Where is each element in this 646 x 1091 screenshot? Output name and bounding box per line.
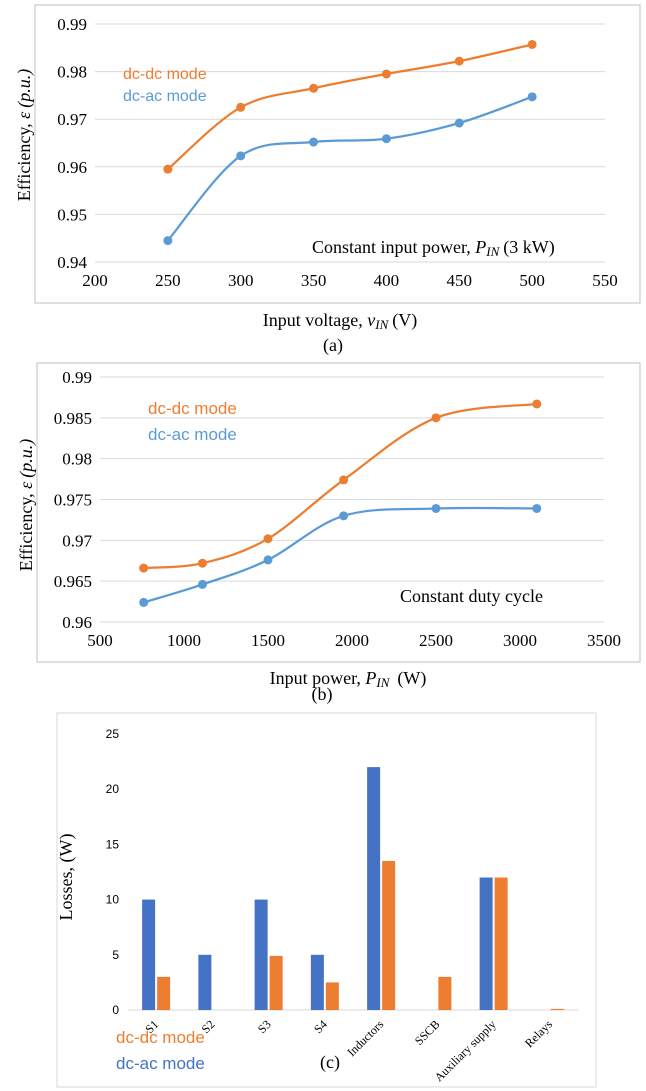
chart-b: 0.96 0.965 0.97 0.975 0.98 0.985 0.99 500 1000 1… (16, 362, 641, 705)
y-tick-label: 0.99 (62, 368, 92, 387)
y-tick-label: 0.98 (62, 450, 92, 469)
chart-a-annotation: Constant input power, PIN (3 kW) (312, 237, 555, 259)
x-tick-label: 2000 (335, 631, 369, 650)
data-point-dc-dc-mode (431, 413, 441, 423)
chart-b-x-axis-label: Input power, PIN (W) (270, 668, 427, 690)
chart-c-legend-dcac: dc-ac mode (116, 1054, 205, 1073)
chart-a-y-axis-label: Efficiency, ε(p.u.) (14, 69, 35, 202)
data-point-dc-dc-mode (532, 399, 542, 409)
chart-b-frame (36, 362, 641, 663)
data-point-dc-ac-mode (527, 92, 537, 102)
y-tick-label: 10 (106, 893, 120, 907)
chart-a-caption: (a) (323, 335, 343, 356)
bar-dc-dc-mode (382, 860, 396, 1010)
data-point-dc-dc-mode (454, 56, 464, 66)
chart-b-annotation: Constant duty cycle (400, 586, 543, 606)
bar-dc-ac-mode (254, 899, 268, 1010)
data-point-dc-ac-mode (139, 597, 149, 607)
chart-b-legend-dcdc: dc-dc mode (148, 399, 237, 418)
x-tick-label: 450 (447, 271, 473, 290)
y-tick-label: 0.99 (57, 15, 87, 34)
chart-a-x-axis-label: Input voltage, vIN (V) (263, 310, 417, 332)
bar-dc-dc-mode (325, 982, 339, 1010)
x-tick-label: 1000 (167, 631, 201, 650)
data-point-dc-ac-mode (431, 503, 441, 513)
bar-dc-dc-mode (157, 976, 171, 1010)
data-point-dc-ac-mode (454, 118, 464, 128)
x-tick-label: 350 (301, 271, 327, 290)
data-point-dc-dc-mode (263, 534, 273, 544)
y-tick-label: 15 (106, 837, 120, 851)
chart-a-frame (34, 4, 641, 304)
chart-a: 0.94 0.95 0.96 0.97 0.98 0.99 200 250 300 350 400… (14, 4, 641, 356)
x-tick-label: 550 (592, 271, 618, 290)
y-tick-label: 25 (106, 727, 120, 741)
data-point-dc-dc-mode (236, 102, 246, 112)
bar-dc-dc-mode (494, 877, 508, 1010)
chart-c-legend-dcdc: dc-dc mode (116, 1028, 205, 1047)
data-point-dc-dc-mode (339, 475, 349, 485)
y-tick-label: 20 (106, 782, 120, 796)
data-point-dc-ac-mode (263, 555, 273, 565)
bar-dc-ac-mode (479, 877, 493, 1010)
x-tick-label: 500 (519, 271, 545, 290)
bar-dc-dc-mode (269, 955, 283, 1010)
bar-dc-ac-mode (310, 954, 324, 1010)
bar-dc-ac-mode (367, 767, 381, 1010)
y-tick-label: 0.95 (57, 205, 87, 224)
y-tick-label: 0.965 (54, 572, 92, 591)
x-tick-label: 500 (87, 631, 113, 650)
y-tick-label: 0 (112, 1003, 119, 1017)
chart-b-legend-dcac: dc-ac mode (148, 425, 237, 444)
y-tick-label: 0.96 (57, 158, 87, 177)
data-point-dc-ac-mode (309, 137, 319, 147)
y-tick-label: 0.98 (57, 63, 87, 82)
y-tick-label: 5 (112, 948, 119, 962)
y-tick-label: 0.985 (54, 409, 92, 428)
data-point-dc-ac-mode (163, 236, 173, 246)
x-tick-label: 1500 (251, 631, 285, 650)
bar-dc-ac-mode (142, 899, 156, 1010)
chart-a-legend-dcdc: dc-dc mode (123, 66, 207, 83)
x-tick-label: 400 (374, 271, 400, 290)
x-tick-label: 2500 (419, 631, 453, 650)
x-tick-label: 250 (155, 271, 181, 290)
data-point-dc-dc-mode (381, 69, 391, 79)
x-tick-label: 200 (82, 271, 108, 290)
chart-c-caption: (c) (320, 1052, 340, 1073)
data-point-dc-dc-mode (163, 164, 173, 174)
bar-dc-ac-mode (198, 954, 212, 1010)
chart-c-y-axis-label: Losses, (W) (56, 834, 77, 921)
series-line-dc-dc-mode (167, 43, 533, 171)
data-point-dc-dc-mode (139, 563, 149, 573)
y-tick-label: 0.97 (62, 531, 92, 550)
x-tick-label: 3500 (587, 631, 621, 650)
data-point-dc-ac-mode (197, 579, 207, 589)
data-point-dc-dc-mode (527, 39, 537, 49)
x-tick-label: 3000 (503, 631, 537, 650)
y-tick-label: 0.975 (54, 491, 92, 510)
y-tick-label: 0.96 (62, 613, 92, 632)
y-tick-label: 0.94 (57, 253, 87, 272)
data-point-dc-ac-mode (532, 503, 542, 513)
chart-b-caption: (b) (312, 684, 333, 705)
y-tick-label: 0.97 (57, 110, 87, 129)
data-point-dc-ac-mode (339, 511, 349, 521)
data-point-dc-ac-mode (381, 134, 391, 144)
bar-dc-dc-mode (438, 976, 452, 1010)
chart-a-legend-dcac: dc-ac mode (123, 88, 207, 105)
data-point-dc-dc-mode (197, 558, 207, 568)
x-tick-label: 300 (228, 271, 254, 290)
chart-b-y-axis-label: Efficiency, ε(p.u.) (16, 439, 37, 572)
data-point-dc-ac-mode (236, 151, 246, 161)
bar-dc-dc-mode (550, 1008, 564, 1010)
data-point-dc-dc-mode (309, 83, 319, 93)
